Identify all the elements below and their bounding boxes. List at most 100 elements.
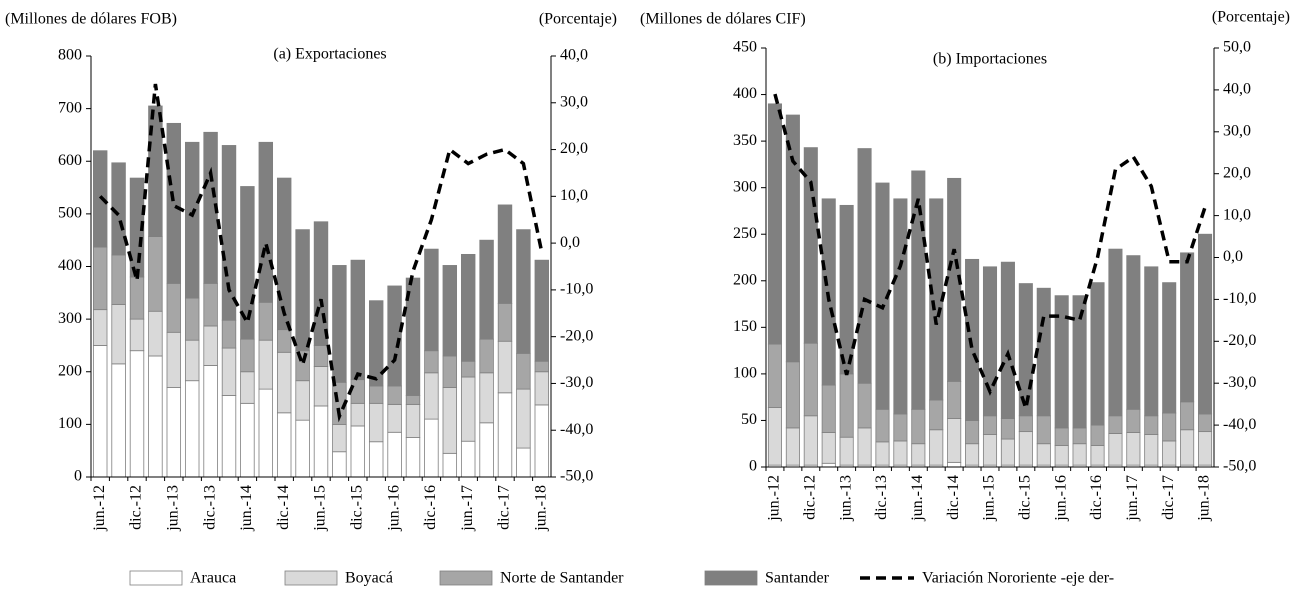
bar-series [767, 407, 1213, 466]
y-tick-label: 300 [733, 178, 757, 195]
bar-segment [1018, 283, 1033, 417]
bar-segment [92, 345, 108, 478]
x-tick-label: dic.-15 [348, 485, 365, 530]
bar-segment [460, 253, 476, 362]
line-series [773, 93, 1207, 416]
bar-segment [1000, 438, 1015, 466]
x-tick-label: dic.-14 [275, 485, 292, 530]
bar-series [767, 103, 1213, 429]
bar-segment [1126, 432, 1141, 466]
bar-segment [424, 350, 439, 374]
bar-segment [534, 259, 550, 362]
bar-segment [424, 418, 439, 478]
bar-segment [240, 371, 255, 404]
x-tick-label: jun.-14 [909, 475, 926, 522]
bar-segment [129, 318, 145, 352]
x-tick-label: jun.-12 [91, 485, 108, 532]
bar-segment [295, 419, 310, 478]
bar-segment [350, 425, 366, 478]
bar-segment [534, 371, 550, 406]
bar-segment [184, 339, 200, 382]
y2-tick-label: 0,0 [1223, 248, 1243, 265]
x-tick-label: jun.-17 [459, 485, 476, 532]
y2-tick-label: 20,0 [1223, 164, 1251, 181]
bar-segment [221, 145, 237, 321]
bar-segment [893, 198, 908, 415]
x-tick-label: jun.-18 [1196, 475, 1213, 522]
legend-label: Norte de Santander [500, 570, 624, 587]
bar-segment [1072, 295, 1087, 429]
bar-segment [350, 402, 366, 427]
y-tick-label: 50 [741, 411, 757, 428]
bar-segment [857, 148, 872, 384]
legend-label: Boyacá [345, 570, 393, 587]
y-axis-title: (Millones de dólares FOB) [5, 11, 177, 28]
bar-segment [258, 141, 274, 303]
x-tick-label: jun.-16 [385, 485, 402, 532]
bar-segment [893, 440, 908, 466]
bar-segment [516, 229, 531, 354]
bar-segment [1180, 252, 1195, 403]
y-tick-label: 100 [733, 365, 757, 382]
bar-segment [516, 352, 531, 390]
bar-segment [982, 266, 998, 417]
bar-segment [767, 407, 782, 466]
bar-segment [497, 392, 513, 478]
bar-segment [313, 366, 329, 407]
bar-segment [92, 246, 108, 311]
bar-segment [111, 254, 126, 305]
y-tick-label: 200 [58, 362, 82, 379]
bar-segment [1162, 282, 1177, 414]
bar-segment [857, 382, 872, 429]
x-tick-label: dic.-16 [1088, 475, 1105, 520]
y2-tick-label: 0,0 [560, 234, 580, 251]
bar-segment [1000, 261, 1015, 419]
bar-segment [803, 342, 818, 417]
bar-segment [184, 297, 200, 341]
bar-segment [911, 443, 926, 466]
bar-segment [1072, 427, 1087, 445]
y2-tick-label: 50,0 [1223, 39, 1251, 56]
bar-segment [479, 422, 494, 478]
bar-segment [166, 331, 182, 388]
bar-segment [785, 114, 800, 363]
y2-tick-label: 20,0 [560, 140, 588, 157]
y-tick-label: 400 [733, 85, 757, 102]
bar-segment [276, 329, 292, 353]
y-tick-label: 200 [733, 271, 757, 288]
bar-segment [982, 415, 998, 435]
bar-segment [767, 103, 782, 345]
bar-segment [295, 380, 310, 421]
bar-segment [947, 380, 962, 419]
bar-segment [405, 395, 421, 405]
bar-segment [387, 431, 402, 478]
bar-segment [893, 413, 908, 442]
bar-segment [203, 365, 218, 478]
bar-segment [221, 395, 237, 478]
y2-tick-label: 40,0 [560, 47, 588, 64]
bar-segment [240, 402, 255, 478]
x-tick-label: dic.-12 [128, 485, 145, 530]
x-tick-label: jun.-15 [981, 475, 998, 522]
legend-swatch [129, 570, 183, 586]
bar-segment [221, 319, 237, 349]
x-tick-label: dic.-12 [801, 475, 818, 520]
bar-segment [1018, 415, 1033, 433]
y2-tick-label: -30,0 [1223, 374, 1256, 391]
bar-segment [258, 339, 274, 390]
bar-segment [166, 387, 182, 478]
bar-segment [821, 432, 836, 464]
bar-segment [1090, 424, 1105, 446]
bar-segment [1000, 418, 1015, 440]
y-tick-label: 400 [58, 257, 82, 274]
bar-segment [1162, 440, 1177, 466]
bar-segment [875, 441, 890, 466]
y2-tick-label: -10,0 [560, 281, 593, 298]
bar-segment [803, 147, 818, 344]
y2-tick-label: 10,0 [560, 187, 588, 204]
y-axis-title: (Millones de dólares CIF) [640, 11, 806, 28]
bar-segment [947, 461, 962, 468]
bar-segment [184, 380, 200, 478]
y2-tick-label: 30,0 [560, 93, 588, 110]
bar-segment [148, 105, 163, 237]
